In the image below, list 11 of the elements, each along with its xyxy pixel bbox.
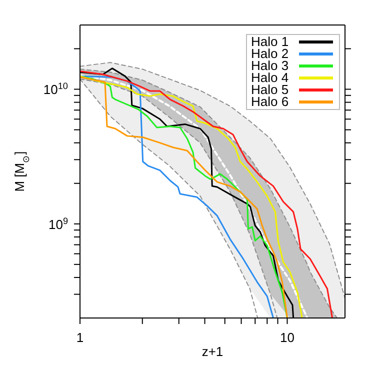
y-tick-label: 10$^{10}$	[43, 81, 68, 98]
legend-label: Halo 4	[251, 70, 290, 85]
x-axis-title: z+1	[202, 344, 224, 359]
legend-label: Halo 5	[251, 82, 290, 97]
legend-label: Halo 1	[251, 34, 290, 49]
legend-label: Halo 2	[251, 46, 290, 61]
legend-label: Halo 6	[251, 94, 290, 109]
y-tick-label: 10$^{9}$	[48, 216, 68, 232]
x-tick-label: 1	[76, 330, 84, 345]
legend-label: Halo 3	[251, 58, 290, 73]
x-tick-label: 10	[280, 330, 294, 345]
